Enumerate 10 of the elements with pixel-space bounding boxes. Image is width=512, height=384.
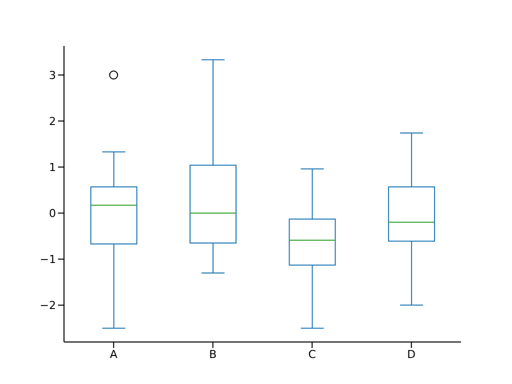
- y-tick-label: 2: [49, 114, 56, 128]
- y-tick-label: −1: [40, 253, 56, 266]
- x-tick-label: D: [407, 348, 416, 361]
- y-tick-label: 3: [49, 68, 56, 82]
- y-tick-label: −2: [40, 299, 56, 312]
- x-tick-label: B: [209, 348, 217, 361]
- y-tick-label: 1: [49, 160, 56, 174]
- x-tick-label: A: [110, 348, 118, 361]
- x-tick-label: C: [308, 348, 316, 361]
- y-tick-label: 0: [49, 207, 56, 220]
